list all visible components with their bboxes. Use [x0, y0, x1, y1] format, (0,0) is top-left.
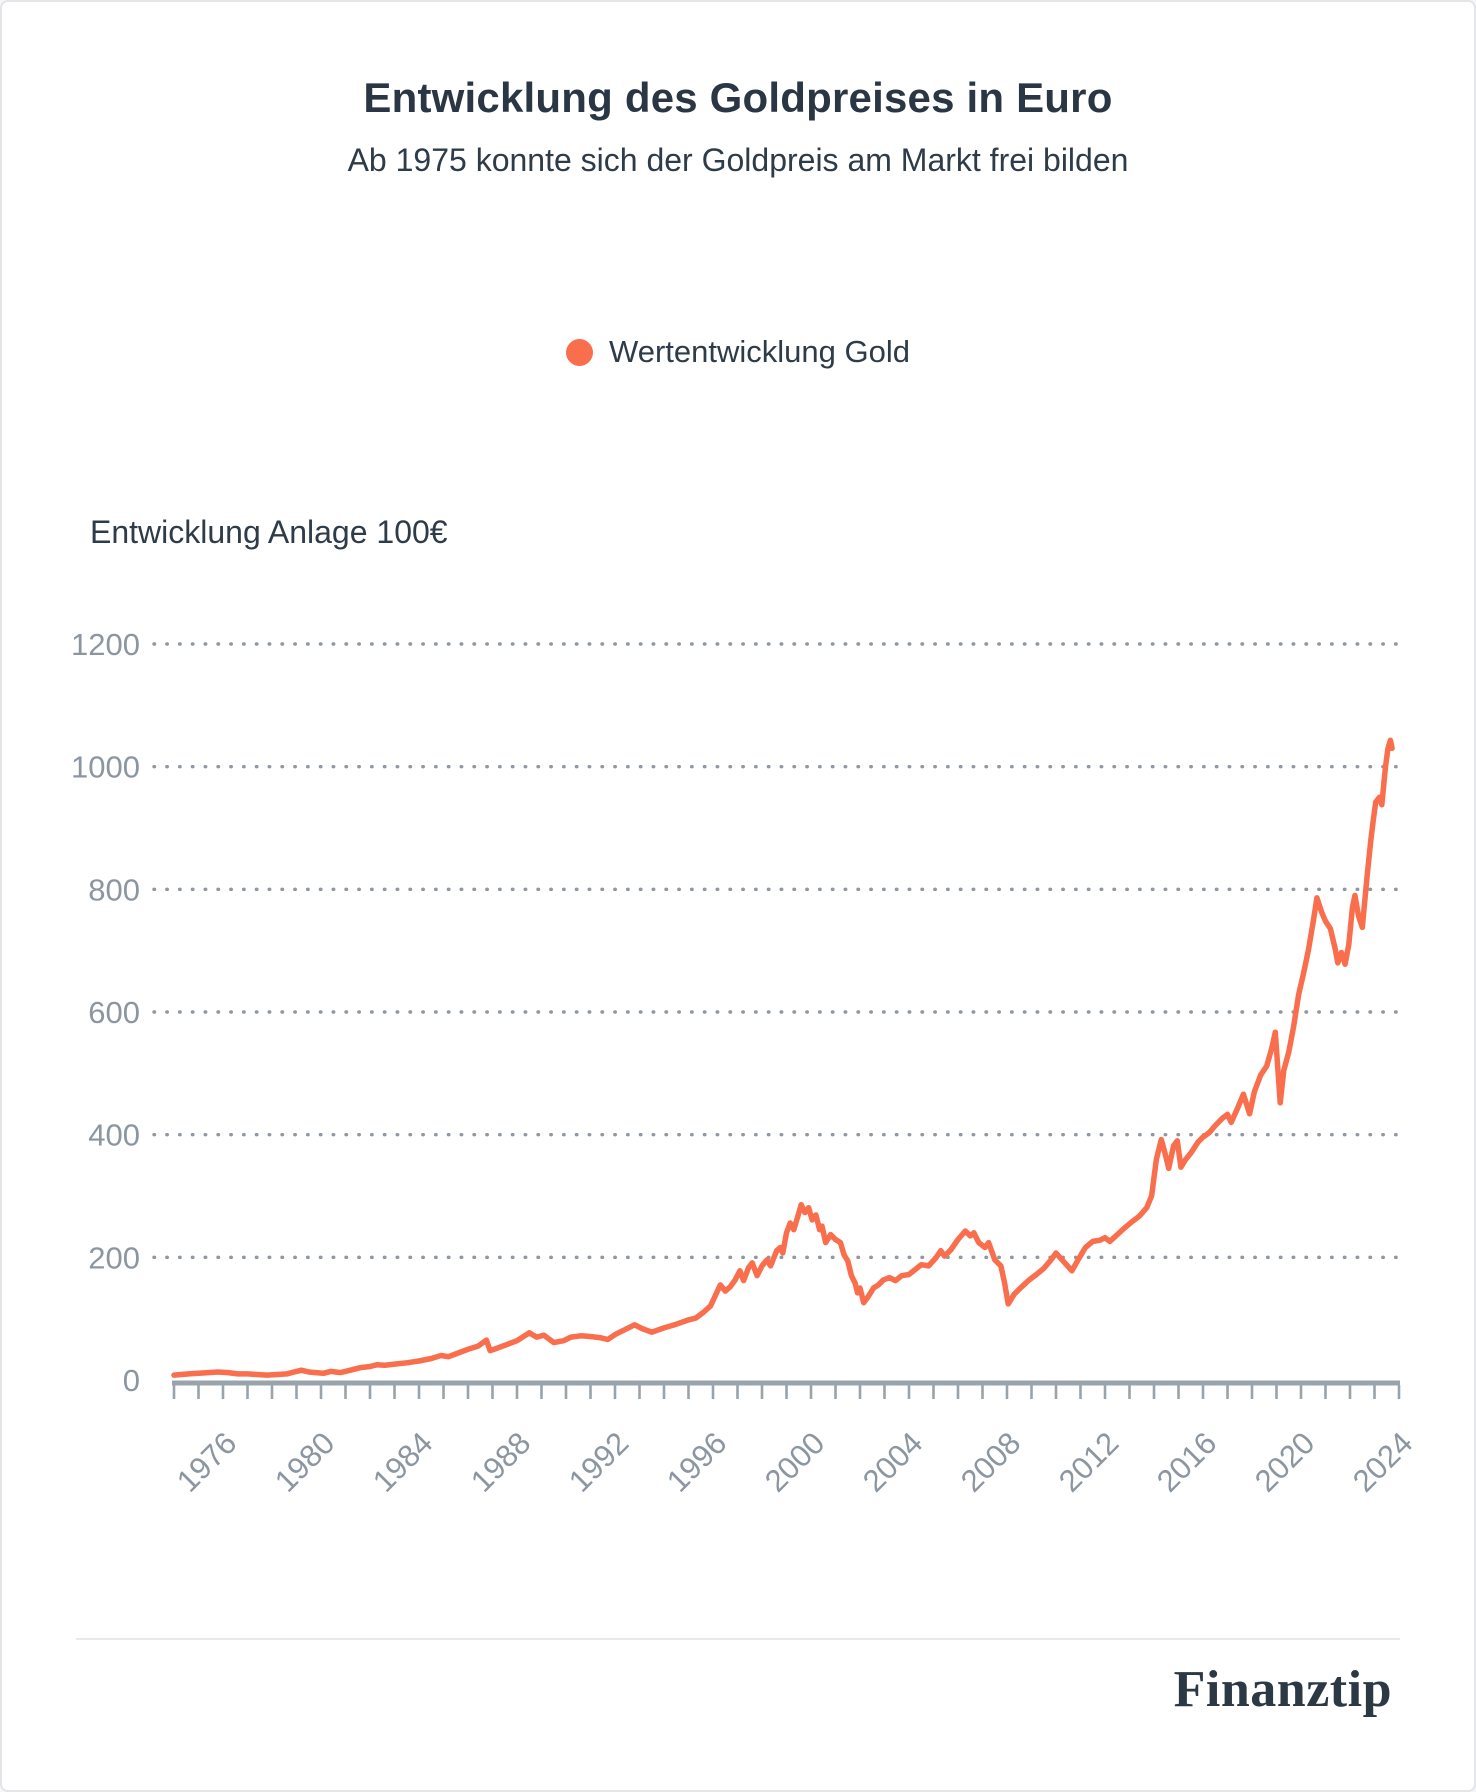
- svg-text:200: 200: [88, 1240, 140, 1275]
- legend: Wertentwicklung Gold: [2, 334, 1474, 370]
- svg-text:2012: 2012: [1052, 1425, 1126, 1499]
- legend-label: Wertentwicklung Gold: [609, 334, 910, 369]
- svg-text:1992: 1992: [562, 1425, 636, 1499]
- chart-title: Entwicklung des Goldpreises in Euro: [363, 74, 1113, 121]
- svg-text:0: 0: [123, 1363, 140, 1398]
- svg-text:1996: 1996: [660, 1425, 734, 1499]
- svg-text:2020: 2020: [1248, 1425, 1322, 1499]
- svg-text:2024: 2024: [1346, 1425, 1420, 1499]
- svg-text:1984: 1984: [366, 1425, 440, 1499]
- svg-text:2000: 2000: [758, 1425, 832, 1499]
- svg-text:1976: 1976: [170, 1425, 244, 1499]
- x-axis-ticks: [172, 1385, 1401, 1399]
- gridlines: [152, 642, 1404, 1260]
- finanztip-logo: Finanztip: [1173, 1661, 1392, 1718]
- svg-text:600: 600: [88, 995, 140, 1030]
- svg-text:1980: 1980: [268, 1425, 342, 1499]
- svg-text:2008: 2008: [954, 1425, 1028, 1499]
- svg-text:2016: 2016: [1150, 1425, 1224, 1499]
- x-tick-labels: 1976 1980 1984 1988 1992 1996 2000 2004 2008 2012…: [170, 1425, 1420, 1499]
- svg-text:800: 800: [88, 872, 140, 907]
- svg-text:2004: 2004: [856, 1425, 930, 1499]
- svg-text:1200: 1200: [71, 627, 140, 662]
- y-axis-title: Entwicklung Anlage 100€: [90, 514, 448, 550]
- svg-text:1000: 1000: [71, 750, 140, 785]
- chart-subtitle: Ab 1975 konnte sich der Goldpreis am Mar…: [347, 142, 1129, 178]
- footer-divider: [76, 1638, 1400, 1640]
- svg-text:400: 400: [88, 1118, 140, 1153]
- y-tick-labels: 0 200 400 600 800 1000 1200: [71, 627, 140, 1398]
- series-line-gold: [171, 737, 1395, 1378]
- legend-dot-icon: [566, 338, 594, 366]
- svg-text:1988: 1988: [464, 1425, 538, 1499]
